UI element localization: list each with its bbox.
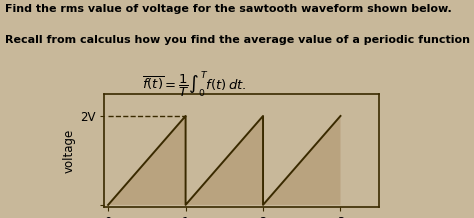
Text: sec: sec bbox=[360, 215, 380, 218]
Polygon shape bbox=[186, 116, 263, 205]
Polygon shape bbox=[108, 116, 186, 205]
Text: Find the rms value of voltage for the sawtooth waveform shown below.: Find the rms value of voltage for the sa… bbox=[5, 4, 452, 14]
Polygon shape bbox=[263, 116, 340, 205]
Text: $\overline{f(t)} = \dfrac{1}{T}\int_0^T f(t)\,dt.$: $\overline{f(t)} = \dfrac{1}{T}\int_0^T … bbox=[142, 70, 246, 100]
Y-axis label: voltage: voltage bbox=[63, 128, 75, 172]
Text: Recall from calculus how you find the average value of a periodic function: Recall from calculus how you find the av… bbox=[5, 35, 470, 45]
